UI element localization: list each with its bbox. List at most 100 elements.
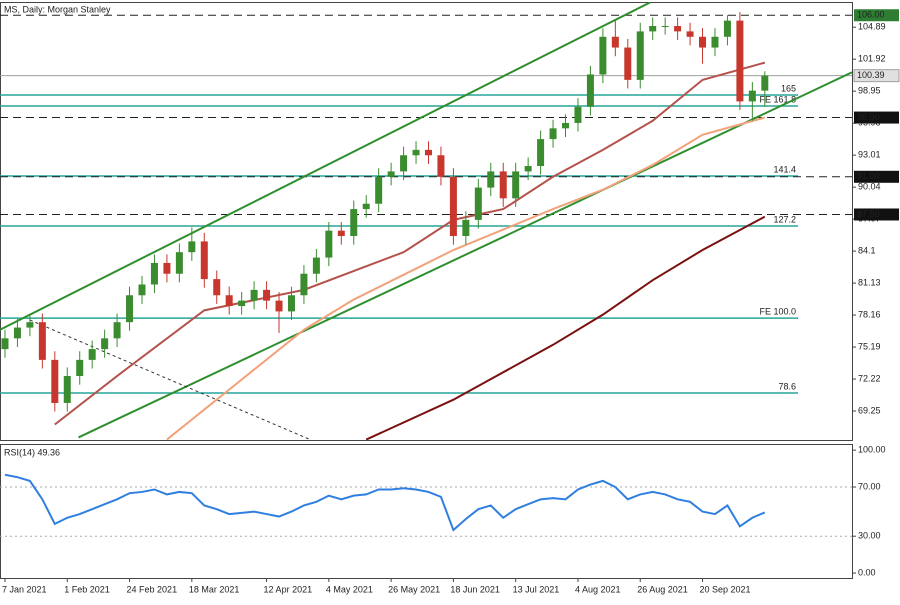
candle-body bbox=[599, 36, 607, 75]
y-tick-label: 100.00 bbox=[858, 445, 886, 455]
trendline bbox=[29, 319, 311, 440]
price-level-box bbox=[854, 9, 899, 22]
x-tick-label: 12 Apr 2021 bbox=[264, 584, 313, 594]
candle-body bbox=[88, 349, 96, 360]
candle-body bbox=[424, 149, 432, 156]
candle-body bbox=[524, 166, 532, 172]
y-tick-label: 84.1 bbox=[858, 245, 876, 255]
candle-body bbox=[275, 300, 283, 312]
x-tick-label: 20 Sep 2021 bbox=[700, 584, 751, 594]
candle-body bbox=[13, 327, 21, 339]
price-level-box bbox=[854, 208, 899, 221]
fib-label: FE 100.0 bbox=[759, 306, 796, 316]
rsi-line bbox=[4, 473, 766, 532]
candle-body bbox=[699, 36, 707, 48]
x-tick-label: 1 Feb 2021 bbox=[64, 584, 110, 594]
price-level-label: 91.00 bbox=[857, 171, 880, 181]
trendline bbox=[78, 71, 852, 439]
candle-body bbox=[1, 338, 9, 350]
candle-body bbox=[38, 322, 46, 360]
candle-body bbox=[761, 75, 769, 91]
price-level-label: 106.00 bbox=[857, 10, 885, 20]
candle-body bbox=[250, 289, 258, 301]
candle-body bbox=[76, 359, 84, 377]
y-tick-label: 93.01 bbox=[858, 150, 881, 160]
x-tick-label: 13 Jul 2021 bbox=[513, 584, 560, 594]
fib-label: 78.6 bbox=[778, 381, 796, 391]
price-level-box bbox=[854, 170, 899, 183]
moving-average bbox=[365, 215, 766, 440]
candle-body bbox=[462, 219, 470, 237]
y-tick-label: 104.89 bbox=[858, 22, 886, 32]
candle-body bbox=[51, 359, 59, 403]
candle-body bbox=[474, 187, 482, 220]
candle-body bbox=[549, 128, 557, 140]
candle-body bbox=[562, 122, 570, 129]
last-price-box bbox=[853, 69, 900, 83]
fib-label: 127.2 bbox=[773, 214, 796, 224]
y-tick-label: 72.22 bbox=[858, 373, 881, 383]
candle-body bbox=[238, 300, 246, 307]
x-tick-label: 4 Aug 2021 bbox=[575, 584, 621, 594]
x-tick-label: 18 Jun 2021 bbox=[450, 584, 500, 594]
y-tick-label: 69.25 bbox=[858, 405, 881, 415]
candle-body bbox=[188, 241, 196, 253]
y-tick-label: 78.16 bbox=[858, 309, 881, 319]
candle-body bbox=[213, 279, 221, 296]
x-tick-label: 26 Aug 2021 bbox=[637, 584, 688, 594]
candle-body bbox=[400, 155, 408, 172]
candle-body bbox=[362, 203, 370, 210]
trendline bbox=[0, 2, 651, 331]
candle-body bbox=[387, 171, 395, 177]
fib-label: FE 161.8 bbox=[759, 94, 796, 104]
candle-body bbox=[437, 155, 445, 177]
y-tick-label: 81.13 bbox=[858, 277, 881, 287]
x-tick-label: 7 Jan 2021 bbox=[2, 584, 47, 594]
moving-average bbox=[166, 116, 766, 440]
candle-body bbox=[175, 252, 183, 274]
candle-body bbox=[412, 149, 420, 156]
candle-body bbox=[150, 262, 158, 285]
candle-body bbox=[350, 209, 358, 237]
y-tick-label: 98.95 bbox=[858, 86, 881, 96]
candle-body bbox=[287, 295, 295, 312]
candle-body bbox=[537, 139, 545, 167]
y-tick-label: 30.00 bbox=[858, 531, 881, 541]
candle-body bbox=[512, 171, 520, 199]
candle-body bbox=[126, 295, 134, 323]
rsi-plot bbox=[0, 473, 852, 537]
candle-body bbox=[113, 322, 121, 339]
candle-body bbox=[225, 295, 233, 307]
chart-title: MS, Daily: Morgan Stanley bbox=[4, 4, 111, 14]
candle-body bbox=[723, 20, 731, 37]
candle-body bbox=[312, 257, 320, 274]
candle-body bbox=[611, 36, 619, 48]
candle-body bbox=[674, 26, 682, 32]
rsi-title: RSI(14) 49.36 bbox=[4, 447, 60, 457]
fib-label: 141.4 bbox=[773, 164, 796, 174]
candle-body bbox=[337, 230, 345, 237]
candle-body bbox=[163, 262, 171, 274]
main-panel bbox=[0, 2, 853, 441]
x-tick-label: 18 Mar 2021 bbox=[189, 584, 240, 594]
y-tick-label: 75.19 bbox=[858, 341, 881, 351]
price-level-label: 87.50 bbox=[857, 209, 880, 219]
fib-label: 165 bbox=[781, 83, 796, 93]
candle-body bbox=[375, 176, 383, 204]
x-tick-label: 24 Feb 2021 bbox=[127, 584, 178, 594]
candle-body bbox=[26, 322, 34, 328]
candle-body bbox=[624, 47, 632, 80]
candle-body bbox=[636, 31, 644, 80]
candle-body bbox=[200, 241, 208, 280]
price-level-box bbox=[854, 111, 899, 124]
last-price-label: 100.39 bbox=[857, 70, 885, 80]
x-tick-label: 4 May 2021 bbox=[326, 584, 373, 594]
candle-body bbox=[661, 26, 669, 28]
candle-body bbox=[263, 289, 271, 301]
candle-body bbox=[499, 171, 507, 199]
y-tick-label: 0.00 bbox=[858, 567, 876, 577]
candle-body bbox=[649, 26, 657, 32]
y-tick-label: 101.92 bbox=[858, 54, 886, 64]
